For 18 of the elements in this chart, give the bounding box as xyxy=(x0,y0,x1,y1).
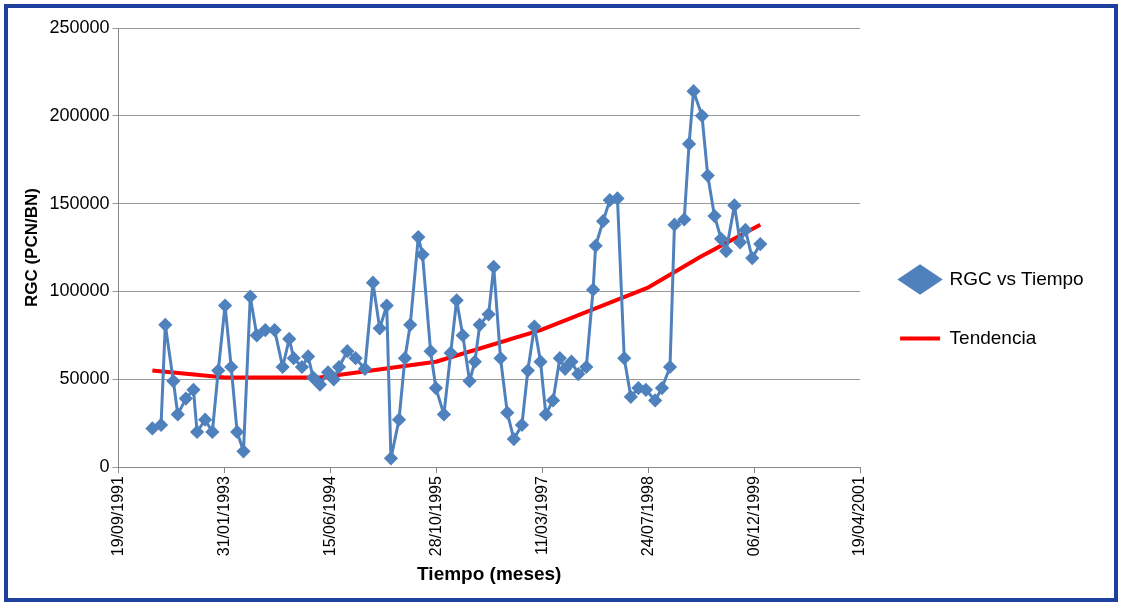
legend-label: RGC vs Tiempo xyxy=(949,267,1084,289)
y-tick-label: 100000 xyxy=(49,280,110,301)
x-tick-label: 11/03/1997 xyxy=(532,476,550,556)
x-tick-label: 19/04/2001 xyxy=(850,476,868,557)
x-tick-label: 24/07/1998 xyxy=(638,476,656,557)
y-tick-label: 50000 xyxy=(59,368,110,389)
x-tick-label: 19/09/1991 xyxy=(108,476,126,557)
x-tick-label: 28/10/1995 xyxy=(426,476,444,557)
x-tick-label: 06/12/1999 xyxy=(744,476,762,557)
x-tick-label: 15/06/1994 xyxy=(320,476,338,557)
y-tick-label: 0 xyxy=(99,456,110,477)
x-tick-label: 31/01/1993 xyxy=(214,476,232,557)
y-axis-title: RGC (PCN/BN) xyxy=(21,188,41,308)
y-tick-label: 200000 xyxy=(49,104,110,125)
y-tick-label: 250000 xyxy=(49,16,110,37)
x-axis-title: Tiempo (meses) xyxy=(417,562,562,584)
y-tick-label: 150000 xyxy=(49,192,110,213)
legend-label: Tendencia xyxy=(949,326,1037,348)
